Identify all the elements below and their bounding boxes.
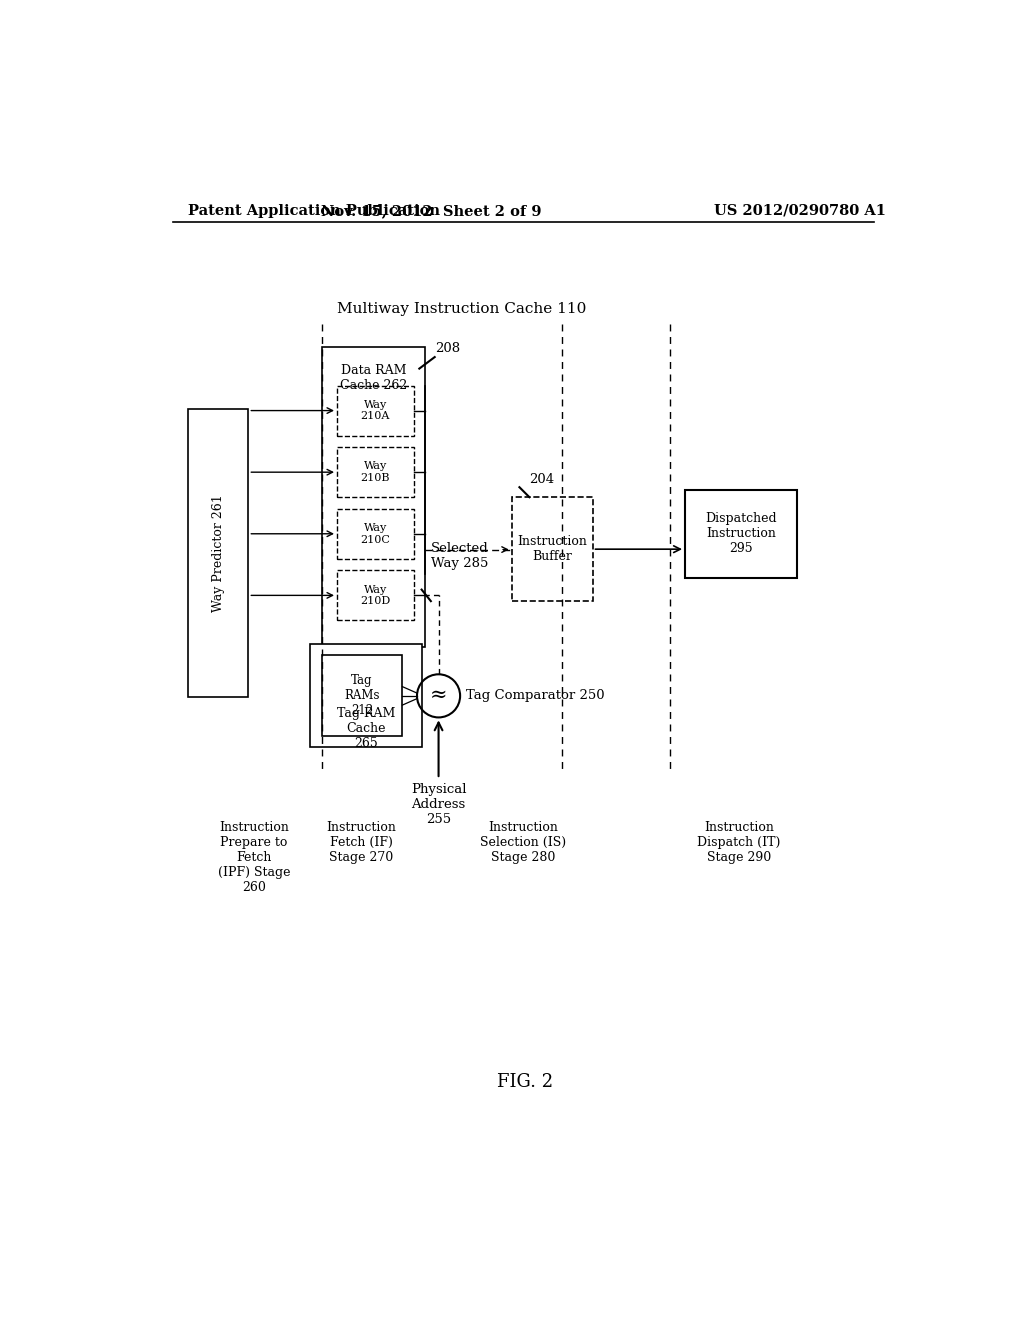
Text: Dispatched
Instruction
295: Dispatched Instruction 295 xyxy=(705,512,776,556)
Text: Data RAM
Cache 262: Data RAM Cache 262 xyxy=(340,364,408,392)
Text: Way
210C: Way 210C xyxy=(360,523,390,545)
Text: Tag
RAMs
212: Tag RAMs 212 xyxy=(344,675,380,717)
Text: Instruction
Buffer: Instruction Buffer xyxy=(517,535,587,564)
Text: Instruction
Selection (IS)
Stage 280: Instruction Selection (IS) Stage 280 xyxy=(480,821,566,863)
Text: ≈: ≈ xyxy=(430,686,447,705)
Bar xyxy=(310,644,422,747)
Text: Physical
Address
255: Physical Address 255 xyxy=(411,783,466,826)
Text: Multiway Instruction Cache 110: Multiway Instruction Cache 110 xyxy=(337,301,587,315)
Bar xyxy=(337,385,414,436)
Bar xyxy=(322,655,402,737)
Bar xyxy=(685,490,797,578)
Text: Way
210B: Way 210B xyxy=(360,462,390,483)
Bar xyxy=(337,570,414,620)
Text: Instruction
Dispatch (IT)
Stage 290: Instruction Dispatch (IT) Stage 290 xyxy=(697,821,780,863)
Bar xyxy=(512,498,593,601)
Bar xyxy=(337,508,414,558)
Text: US 2012/0290780 A1: US 2012/0290780 A1 xyxy=(715,203,887,218)
Text: Instruction
Fetch (IF)
Stage 270: Instruction Fetch (IF) Stage 270 xyxy=(327,821,396,863)
Bar xyxy=(337,447,414,498)
Text: 204: 204 xyxy=(529,474,555,487)
Bar xyxy=(322,347,425,647)
Text: Way
210D: Way 210D xyxy=(360,585,390,606)
Bar xyxy=(188,409,249,697)
Text: FIG. 2: FIG. 2 xyxy=(497,1073,553,1092)
Text: Selected
Way 285: Selected Way 285 xyxy=(431,543,488,570)
Text: Instruction
Prepare to
Fetch
(IPF) Stage
260: Instruction Prepare to Fetch (IPF) Stage… xyxy=(217,821,290,894)
Text: Patent Application Publication: Patent Application Publication xyxy=(188,203,440,218)
Text: Nov. 15, 2012  Sheet 2 of 9: Nov. 15, 2012 Sheet 2 of 9 xyxy=(321,203,541,218)
Text: Tag Comparator 250: Tag Comparator 250 xyxy=(466,689,605,702)
Text: Way
210A: Way 210A xyxy=(360,400,390,421)
Text: Tag RAM
Cache
265: Tag RAM Cache 265 xyxy=(337,706,395,750)
Text: 208: 208 xyxy=(435,342,460,355)
Text: Way Predictor 261: Way Predictor 261 xyxy=(212,494,225,612)
